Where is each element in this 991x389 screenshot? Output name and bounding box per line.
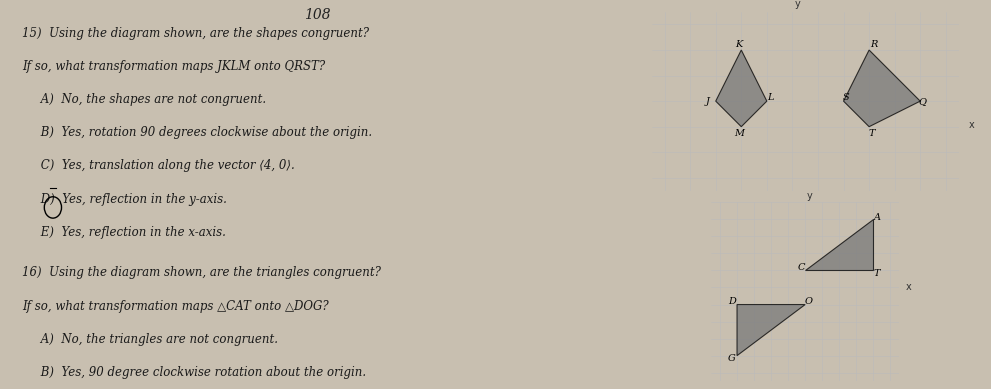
Text: T: T (868, 129, 875, 138)
Polygon shape (843, 50, 921, 127)
Text: C: C (798, 263, 806, 272)
Text: C)  Yes, translation along the vector ⟨4, 0⟩.: C) Yes, translation along the vector ⟨4,… (22, 159, 295, 172)
Text: A)  No, the shapes are not congruent.: A) No, the shapes are not congruent. (22, 93, 267, 106)
Text: G: G (728, 354, 735, 363)
Text: If so, what transformation maps △CAT onto △DOG?: If so, what transformation maps △CAT ont… (22, 300, 329, 312)
Text: y: y (807, 191, 813, 201)
Text: If so, what transformation maps JKLM onto QRST?: If so, what transformation maps JKLM ont… (22, 60, 325, 73)
Text: R: R (870, 40, 878, 49)
Text: D)  Yes, reflection in the y-axis.: D) Yes, reflection in the y-axis. (22, 193, 227, 205)
Text: D: D (728, 298, 736, 307)
Polygon shape (805, 219, 873, 270)
Text: S: S (842, 93, 849, 102)
Polygon shape (737, 305, 805, 356)
Text: 15)  Using the diagram shown, are the shapes congruent?: 15) Using the diagram shown, are the sha… (22, 27, 370, 40)
Text: M: M (733, 129, 743, 138)
Text: A: A (873, 213, 880, 222)
Text: L: L (767, 93, 774, 102)
Text: x: x (969, 121, 974, 130)
Text: A)  No, the triangles are not congruent.: A) No, the triangles are not congruent. (22, 333, 278, 345)
Text: O: O (805, 298, 813, 307)
Polygon shape (716, 50, 767, 127)
Text: 108: 108 (304, 8, 330, 22)
Text: E)  Yes, reflection in the x-axis.: E) Yes, reflection in the x-axis. (22, 226, 226, 238)
Text: y: y (795, 0, 801, 9)
Text: Q: Q (919, 96, 927, 106)
Text: T: T (873, 268, 880, 277)
Text: K: K (735, 40, 742, 49)
Text: J: J (707, 96, 710, 106)
Text: x: x (906, 282, 912, 292)
Text: B)  Yes, rotation 90 degrees clockwise about the origin.: B) Yes, rotation 90 degrees clockwise ab… (22, 126, 373, 139)
Text: 16)  Using the diagram shown, are the triangles congruent?: 16) Using the diagram shown, are the tri… (22, 266, 382, 279)
Text: B)  Yes, 90 degree clockwise rotation about the origin.: B) Yes, 90 degree clockwise rotation abo… (22, 366, 367, 378)
